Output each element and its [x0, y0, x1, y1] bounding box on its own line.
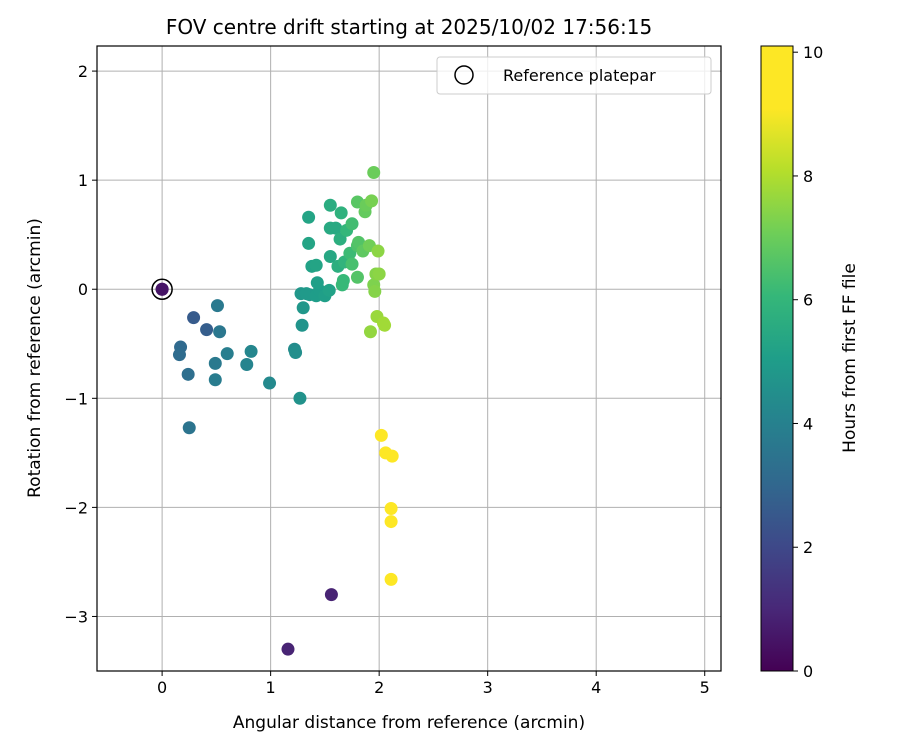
data-point	[374, 428, 388, 442]
data-point	[372, 267, 386, 281]
y-axis-label: Rotation from reference (arcmin)	[25, 218, 45, 498]
data-point	[295, 318, 309, 332]
colorbar-label: Hours from first FF file	[840, 263, 860, 453]
data-point	[240, 357, 254, 371]
y-tick-label: −1	[64, 389, 88, 408]
data-point	[182, 421, 196, 435]
data-point	[296, 301, 310, 315]
legend-box	[436, 56, 712, 95]
y-tick-label: −3	[64, 607, 88, 626]
x-tick-label: 0	[157, 678, 167, 697]
y-axis-ticks: −3 −2 −1 0 1 2	[64, 62, 97, 626]
data-point	[289, 346, 303, 360]
data-point	[208, 373, 222, 387]
grid	[97, 46, 721, 671]
data-point	[302, 236, 316, 250]
colorbar-ticks: 0 2 4 6 8 10	[793, 43, 823, 681]
data-point	[324, 588, 338, 602]
data-point	[210, 299, 224, 313]
y-tick-label: 0	[78, 280, 88, 299]
data-point	[363, 325, 377, 339]
x-tick-label: 3	[483, 678, 493, 697]
colorbar-tick-label: 0	[803, 662, 813, 681]
data-point	[323, 198, 337, 212]
x-tick-label: 4	[591, 678, 601, 697]
y-tick-label: 1	[78, 171, 88, 190]
chart-title: FOV centre drift starting at 2025/10/02 …	[166, 15, 652, 39]
data-point	[200, 323, 214, 337]
data-point	[329, 221, 343, 235]
data-point	[281, 642, 295, 656]
data-point	[384, 572, 398, 586]
data-point	[345, 217, 359, 231]
data-point	[384, 515, 398, 529]
data-point	[172, 348, 186, 362]
reference-point	[155, 282, 169, 296]
data-point	[213, 325, 227, 339]
x-axis-label: Angular distance from reference (arcmin)	[233, 713, 585, 733]
data-point	[345, 257, 359, 271]
data-point	[208, 356, 222, 370]
data-point	[322, 283, 336, 297]
data-point	[263, 376, 277, 390]
colorbar-tick-label: 2	[803, 538, 813, 557]
colorbar: 0 2 4 6 8 10 Hours from first FF file	[760, 43, 860, 681]
x-tick-label: 2	[374, 678, 384, 697]
colorbar-tick-label: 10	[803, 43, 823, 62]
data-point	[365, 194, 379, 208]
data-points	[155, 166, 399, 656]
data-point	[310, 276, 324, 290]
x-tick-label: 5	[700, 678, 710, 697]
data-point	[302, 210, 316, 224]
y-tick-label: −2	[64, 498, 88, 517]
colorbar-gradient	[760, 45, 794, 672]
data-point	[334, 206, 348, 220]
reference-ring	[151, 278, 173, 300]
colorbar-tick-label: 4	[803, 414, 813, 433]
data-point	[293, 391, 307, 405]
plot-frame	[96, 45, 722, 672]
data-point	[371, 244, 385, 258]
x-axis-ticks: 0 1 2 3 4 5	[157, 671, 710, 697]
data-point	[367, 166, 381, 180]
legend: Reference platepar	[436, 56, 712, 95]
data-point	[309, 258, 323, 272]
data-point	[181, 367, 195, 381]
data-point	[220, 347, 234, 361]
data-point	[336, 274, 350, 288]
reference-marker	[151, 278, 173, 300]
data-point	[323, 250, 337, 264]
colorbar-tick-label: 6	[803, 291, 813, 310]
x-tick-label: 1	[266, 678, 276, 697]
data-point	[385, 449, 399, 463]
y-tick-label: 2	[78, 62, 88, 81]
data-point	[244, 344, 258, 358]
data-point	[378, 318, 392, 332]
data-point	[384, 501, 398, 515]
legend-marker-icon	[454, 65, 474, 85]
data-point	[368, 284, 382, 298]
data-point	[187, 311, 201, 325]
legend-entry-reference: Reference platepar	[503, 66, 656, 85]
data-point	[350, 270, 364, 284]
colorbar-tick-label: 8	[803, 167, 813, 186]
